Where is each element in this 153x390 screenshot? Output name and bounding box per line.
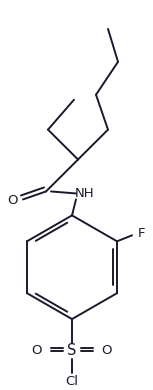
Text: Cl: Cl [65,376,78,388]
Text: O: O [102,344,112,356]
Text: O: O [32,344,42,356]
Text: F: F [137,227,145,240]
Text: NH: NH [75,187,95,200]
Text: O: O [8,194,18,207]
Text: S: S [67,344,77,358]
